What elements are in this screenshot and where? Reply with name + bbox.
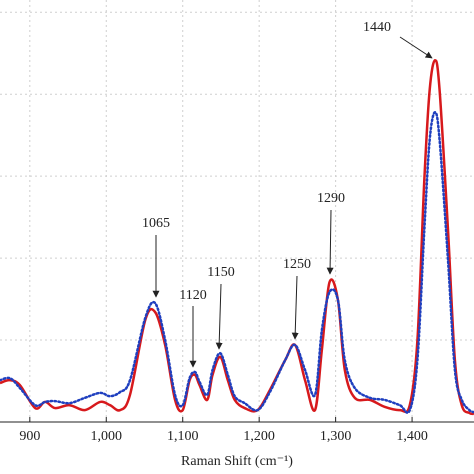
annotation: 1290	[317, 191, 345, 206]
annotation: 1065	[142, 216, 170, 231]
annotation-arrow	[399, 36, 433, 59]
x-tick-label: 1,400	[396, 429, 428, 444]
annotation-arrow	[215, 283, 223, 350]
annotation: 1150	[207, 265, 234, 280]
x-axis-label: Raman Shift (cm⁻¹)	[181, 454, 293, 469]
x-tick-label: 1,200	[243, 429, 275, 444]
annotation-arrow	[291, 275, 299, 340]
annotation-arrow	[326, 209, 334, 275]
annotation: 1120	[179, 288, 206, 303]
annotation: 1440	[363, 20, 391, 35]
x-tick-label: 1,000	[91, 429, 123, 444]
annotation: 1250	[283, 257, 311, 272]
x-tick-label: 900	[19, 429, 40, 444]
x-tick-label: 1,100	[167, 429, 199, 444]
series-line	[0, 111, 474, 415]
series-line	[0, 58, 474, 416]
x-tick-label: 1,300	[320, 429, 352, 444]
